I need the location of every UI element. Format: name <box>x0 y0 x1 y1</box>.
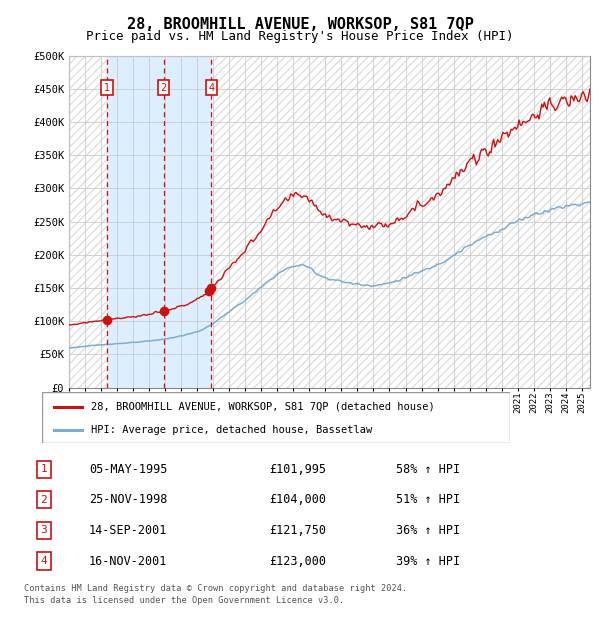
Text: This data is licensed under the Open Government Licence v3.0.: This data is licensed under the Open Gov… <box>24 596 344 606</box>
Text: 2: 2 <box>160 82 167 92</box>
Text: Price paid vs. HM Land Registry's House Price Index (HPI): Price paid vs. HM Land Registry's House … <box>86 30 514 43</box>
Text: £104,000: £104,000 <box>269 494 326 506</box>
Text: HPI: Average price, detached house, Bassetlaw: HPI: Average price, detached house, Bass… <box>91 425 373 435</box>
Text: £123,000: £123,000 <box>269 554 326 567</box>
Text: 05-MAY-1995: 05-MAY-1995 <box>89 463 167 476</box>
Text: 2: 2 <box>40 495 47 505</box>
Text: 28, BROOMHILL AVENUE, WORKSOP, S81 7QP: 28, BROOMHILL AVENUE, WORKSOP, S81 7QP <box>127 17 473 32</box>
Text: 1: 1 <box>40 464 47 474</box>
Text: 16-NOV-2001: 16-NOV-2001 <box>89 554 167 567</box>
Text: 14-SEP-2001: 14-SEP-2001 <box>89 524 167 537</box>
Text: 51% ↑ HPI: 51% ↑ HPI <box>396 494 460 506</box>
Text: 25-NOV-1998: 25-NOV-1998 <box>89 494 167 506</box>
Text: £121,750: £121,750 <box>269 524 326 537</box>
Text: 36% ↑ HPI: 36% ↑ HPI <box>396 524 460 537</box>
Text: 3: 3 <box>40 525 47 536</box>
Text: 39% ↑ HPI: 39% ↑ HPI <box>396 554 460 567</box>
Bar <box>107 56 211 388</box>
FancyBboxPatch shape <box>42 392 510 443</box>
Text: £101,995: £101,995 <box>269 463 326 476</box>
Text: 4: 4 <box>40 556 47 566</box>
Text: 4: 4 <box>208 82 214 92</box>
Text: 28, BROOMHILL AVENUE, WORKSOP, S81 7QP (detached house): 28, BROOMHILL AVENUE, WORKSOP, S81 7QP (… <box>91 402 435 412</box>
Text: 1: 1 <box>104 82 110 92</box>
Text: Contains HM Land Registry data © Crown copyright and database right 2024.: Contains HM Land Registry data © Crown c… <box>24 584 407 593</box>
Text: 58% ↑ HPI: 58% ↑ HPI <box>396 463 460 476</box>
